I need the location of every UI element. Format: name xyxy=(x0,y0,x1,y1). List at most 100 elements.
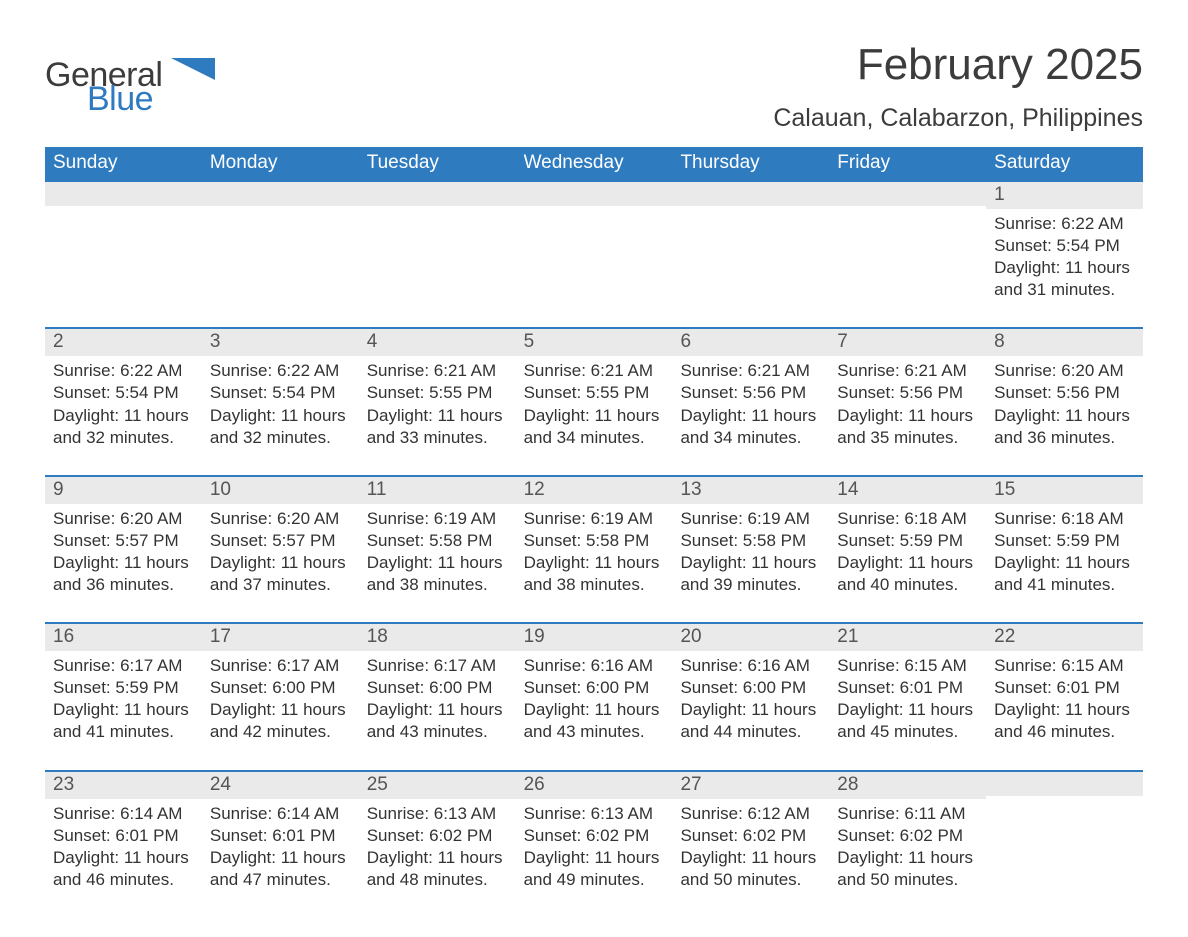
day-number: 18 xyxy=(359,624,516,651)
day-cell xyxy=(672,182,829,307)
day-cell: 24Sunrise: 6:14 AMSunset: 6:01 PMDayligh… xyxy=(202,772,359,897)
day-number xyxy=(516,182,673,206)
sunrise-line: Sunrise: 6:13 AM xyxy=(524,803,665,825)
sunrise-line: Sunrise: 6:17 AM xyxy=(210,655,351,677)
sunrise-line: Sunrise: 6:15 AM xyxy=(837,655,978,677)
daylight-line: Daylight: 11 hours and 43 minutes. xyxy=(524,699,665,743)
day-cell: 7Sunrise: 6:21 AMSunset: 5:56 PMDaylight… xyxy=(829,329,986,454)
day-number xyxy=(202,182,359,206)
daylight-line: Daylight: 11 hours and 46 minutes. xyxy=(994,699,1135,743)
sunrise-line: Sunrise: 6:17 AM xyxy=(367,655,508,677)
sunrise-line: Sunrise: 6:19 AM xyxy=(367,508,508,530)
day-cell: 21 Sunrise: 6:15 AMSunset: 6:01 PMDayligh… xyxy=(829,624,986,749)
sunset-line: Sunset: 5:58 PM xyxy=(524,530,665,552)
daylight-line: Daylight: 11 hours and 41 minutes. xyxy=(994,552,1135,596)
day-number: 7 xyxy=(829,329,986,356)
sunrise-line: Sunrise: 6:19 AM xyxy=(680,508,821,530)
sunset-line: Sunset: 5:54 PM xyxy=(53,382,194,404)
day-cell: 12Sunrise: 6:19 AMSunset: 5:58 PMDayligh… xyxy=(516,477,673,602)
day-cell xyxy=(202,182,359,307)
daylight-line: Daylight: 11 hours and 32 minutes. xyxy=(210,405,351,449)
daylight-line: Daylight: 11 hours and 43 minutes. xyxy=(367,699,508,743)
day-number: 9 xyxy=(45,477,202,504)
day-details: Sunrise: 6:13 AMSunset: 6:02 PMDaylight:… xyxy=(367,803,508,891)
day-details: Sunrise: 6:15 AMSunset: 6:01 PMDaylight:… xyxy=(994,655,1135,743)
daylight-line: Daylight: 11 hours and 38 minutes. xyxy=(367,552,508,596)
day-number xyxy=(672,182,829,206)
day-cell: 15 Sunrise: 6:18 AMSunset: 5:59 PMDayligh… xyxy=(986,477,1143,602)
day-details: Sunrise: 6:18 AMSunset: 5:59 PMDaylight:… xyxy=(994,508,1135,596)
sunrise-line: Sunrise: 6:18 AM xyxy=(837,508,978,530)
day-details: Sunrise: 6:20 AMSunset: 5:56 PMDaylight:… xyxy=(994,360,1135,448)
dow-monday: Monday xyxy=(202,147,359,180)
sunrise-line: Sunrise: 6:18 AM xyxy=(994,508,1135,530)
day-cell: 2 Sunrise: 6:22 AMSunset: 5:54 PMDaylight… xyxy=(45,329,202,454)
dow-friday: Friday xyxy=(829,147,986,180)
sunset-line: Sunset: 6:00 PM xyxy=(524,677,665,699)
day-number: 24 xyxy=(202,772,359,799)
day-details: Sunrise: 6:22 AMSunset: 5:54 PMDaylight:… xyxy=(994,213,1135,301)
weeks-container: 1Sunrise: 6:22 AMSunset: 5:54 PMDaylight… xyxy=(45,180,1143,897)
day-cell: 28Sunrise: 6:11 AMSunset: 6:02 PMDayligh… xyxy=(829,772,986,897)
day-number: 2 xyxy=(45,329,202,356)
location-subtitle: Calauan, Calabarzon, Philippines xyxy=(773,104,1143,133)
day-details: Sunrise: 6:20 AMSunset: 5:57 PMDaylight:… xyxy=(210,508,351,596)
sunrise-line: Sunrise: 6:21 AM xyxy=(837,360,978,382)
day-cell xyxy=(359,182,516,307)
day-cell: 22Sunrise: 6:15 AMSunset: 6:01 PMDayligh… xyxy=(986,624,1143,749)
sunrise-line: Sunrise: 6:22 AM xyxy=(994,213,1135,235)
week-row: 16Sunrise: 6:17 AMSunset: 5:59 PMDayligh… xyxy=(45,622,1143,749)
day-number: 17 xyxy=(202,624,359,651)
day-details: Sunrise: 6:17 AMSunset: 6:00 PMDaylight:… xyxy=(367,655,508,743)
daylight-line: Daylight: 11 hours and 32 minutes. xyxy=(53,405,194,449)
sunset-line: Sunset: 5:56 PM xyxy=(994,382,1135,404)
sunrise-line: Sunrise: 6:21 AM xyxy=(367,360,508,382)
day-cell: 19Sunrise: 6:16 AMSunset: 6:00 PMDayligh… xyxy=(516,624,673,749)
day-cell: 13Sunrise: 6:19 AMSunset: 5:58 PMDayligh… xyxy=(672,477,829,602)
daylight-line: Daylight: 11 hours and 39 minutes. xyxy=(680,552,821,596)
sunrise-line: Sunrise: 6:22 AM xyxy=(53,360,194,382)
day-cell: 3Sunrise: 6:22 AMSunset: 5:54 PMDaylight… xyxy=(202,329,359,454)
day-number: 21 xyxy=(829,624,986,651)
day-number: 12 xyxy=(516,477,673,504)
day-cell: 5Sunrise: 6:21 AMSunset: 5:55 PMDaylight… xyxy=(516,329,673,454)
sunrise-line: Sunrise: 6:21 AM xyxy=(680,360,821,382)
day-details: Sunrise: 6:22 AMSunset: 5:54 PMDaylight:… xyxy=(210,360,351,448)
day-cell: 18 Sunrise: 6:17 AMSunset: 6:00 PMDayligh… xyxy=(359,624,516,749)
day-cell: 11Sunrise: 6:19 AMSunset: 5:58 PMDayligh… xyxy=(359,477,516,602)
day-number: 27 xyxy=(672,772,829,799)
dow-tuesday: Tuesday xyxy=(359,147,516,180)
day-cell: 4Sunrise: 6:21 AMSunset: 5:55 PMDaylight… xyxy=(359,329,516,454)
sunrise-line: Sunrise: 6:20 AM xyxy=(53,508,194,530)
sunset-line: Sunset: 6:01 PM xyxy=(994,677,1135,699)
day-details: Sunrise: 6:15 AMSunset: 6:01 PMDaylight:… xyxy=(837,655,978,743)
sunrise-line: Sunrise: 6:14 AM xyxy=(210,803,351,825)
sunrise-line: Sunrise: 6:20 AM xyxy=(994,360,1135,382)
daylight-line: Daylight: 11 hours and 50 minutes. xyxy=(680,847,821,891)
sunset-line: Sunset: 6:01 PM xyxy=(210,825,351,847)
sunrise-line: Sunrise: 6:21 AM xyxy=(524,360,665,382)
day-number: 15 xyxy=(986,477,1143,504)
sunset-line: Sunset: 5:54 PM xyxy=(210,382,351,404)
sunrise-line: Sunrise: 6:12 AM xyxy=(680,803,821,825)
daylight-line: Daylight: 11 hours and 45 minutes. xyxy=(837,699,978,743)
day-details: Sunrise: 6:12 AMSunset: 6:02 PMDaylight:… xyxy=(680,803,821,891)
daylight-line: Daylight: 11 hours and 50 minutes. xyxy=(837,847,978,891)
day-cell xyxy=(829,182,986,307)
day-cell: 16Sunrise: 6:17 AMSunset: 5:59 PMDayligh… xyxy=(45,624,202,749)
week-row: 23Sunrise: 6:14 AMSunset: 6:01 PMDayligh… xyxy=(45,770,1143,897)
day-number: 1 xyxy=(986,182,1143,209)
sunset-line: Sunset: 5:55 PM xyxy=(524,382,665,404)
week-row: 1 Sunrise: 6:22 AMSunset: 5:54 PMDaylight… xyxy=(45,180,1143,307)
sunset-line: Sunset: 5:59 PM xyxy=(837,530,978,552)
sunrise-line: Sunrise: 6:16 AM xyxy=(680,655,821,677)
day-details: Sunrise: 6:16 AMSunset: 6:00 PMDaylight:… xyxy=(524,655,665,743)
day-number: 6 xyxy=(672,329,829,356)
day-number: 8 xyxy=(986,329,1143,356)
day-details: Sunrise: 6:21 AMSunset: 5:55 PMDaylight:… xyxy=(367,360,508,448)
logo-word-blue: Blue xyxy=(87,82,215,116)
day-details: Sunrise: 6:14 AMSunset: 6:01 PMDaylight:… xyxy=(53,803,194,891)
day-cell: 14Sunrise: 6:18 AMSunset: 5:59 PMDayligh… xyxy=(829,477,986,602)
day-cell: 23Sunrise: 6:14 AMSunset: 6:01 PMDayligh… xyxy=(45,772,202,897)
daylight-line: Daylight: 11 hours and 49 minutes. xyxy=(524,847,665,891)
